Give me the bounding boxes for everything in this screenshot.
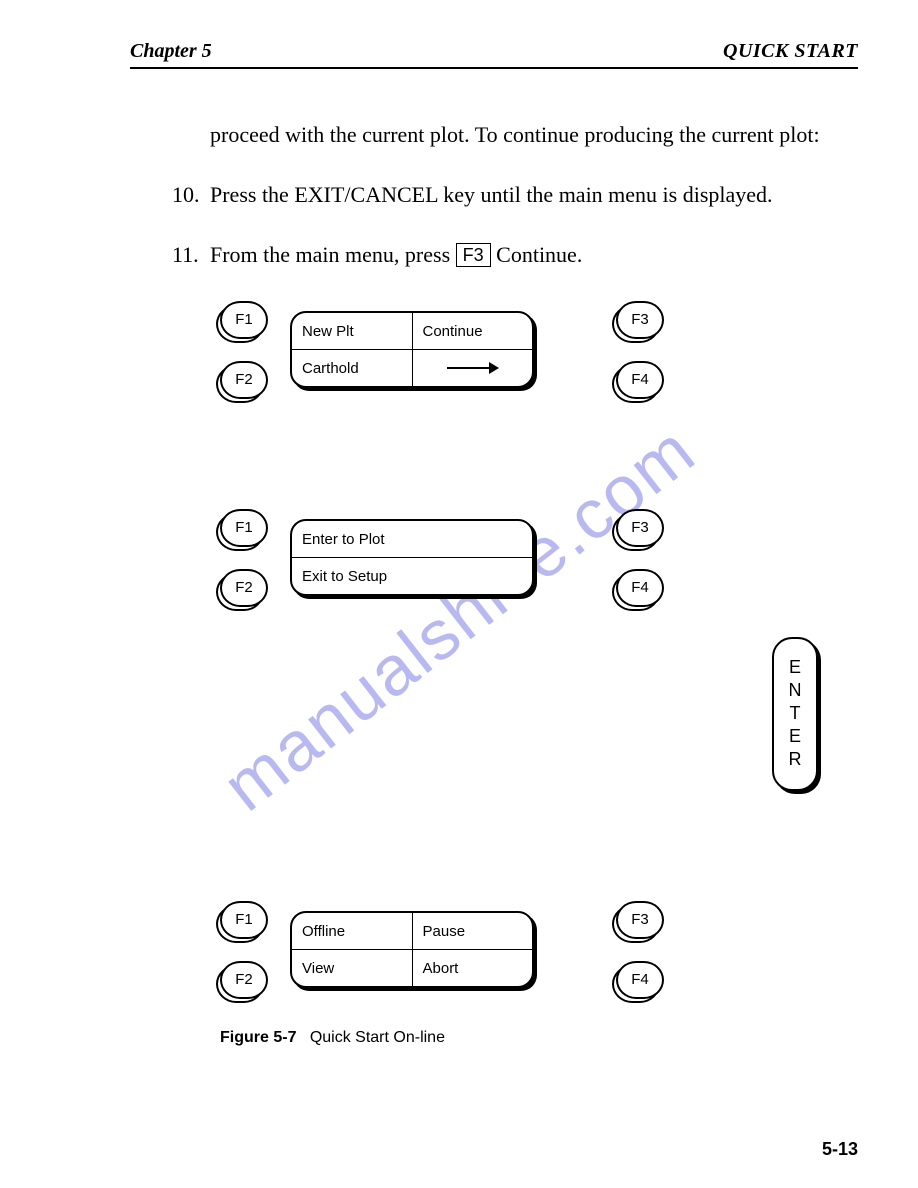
fkey-f4[interactable]: F4: [616, 361, 664, 399]
step-text: From the main menu, press F3 Continue.: [210, 239, 858, 271]
lcd-panel-1: F1 F2 New Plt Continue Carthold F3 F4: [220, 301, 858, 399]
lcd-row: Carthold: [292, 349, 532, 386]
figure-label: Figure 5-7: [220, 1029, 296, 1046]
fkeys-left: F1 F2: [220, 901, 268, 999]
panel-row: F1 F2 New Plt Continue Carthold F3 F4: [220, 301, 858, 399]
enter-letter: N: [789, 680, 802, 701]
lcd-panel-3: F1 F2 Offline Pause View Abort F3 F4: [220, 901, 858, 999]
step-text-before: From the main menu, press: [210, 242, 456, 267]
lcd-row: New Plt Continue: [292, 313, 532, 349]
fkey-f4[interactable]: F4: [616, 569, 664, 607]
fkeys-right: F3 F4: [616, 509, 664, 607]
enter-key-block: E N T E R: [220, 637, 858, 791]
figure-caption: Figure 5-7 Quick Start On-line: [220, 1029, 858, 1047]
lcd-cell: Abort: [412, 950, 533, 986]
fkeys-right: F3 F4: [616, 301, 664, 399]
fkey-f2[interactable]: F2: [220, 961, 268, 999]
fkey-f2[interactable]: F2: [220, 569, 268, 607]
arrow-right-icon: [447, 367, 497, 369]
enter-letter: T: [790, 703, 801, 724]
panel-row: F1 F2 Enter to Plot Exit to Setup F3 F4: [220, 509, 858, 607]
enter-key[interactable]: E N T E R: [772, 637, 818, 791]
lcd-cell: Pause: [412, 913, 533, 949]
fkeys-right: F3 F4: [616, 901, 664, 999]
step-text: Press the EXIT/CANCEL key until the main…: [210, 179, 858, 211]
fkey-f2[interactable]: F2: [220, 361, 268, 399]
lcd-cell: Continue: [412, 313, 533, 349]
lcd-screen: Enter to Plot Exit to Setup: [290, 519, 534, 596]
step-number: 11.: [172, 239, 210, 271]
fkey-f3[interactable]: F3: [616, 301, 664, 339]
enter-letter: E: [789, 657, 801, 678]
panel-row: F1 F2 Offline Pause View Abort F3 F4: [220, 901, 858, 999]
chapter-label: Chapter 5: [130, 40, 212, 63]
fkeys-left: F1 F2: [220, 301, 268, 399]
lcd-screen: Offline Pause View Abort: [290, 911, 534, 988]
page-header: Chapter 5 QUICK START: [130, 40, 858, 69]
fkey-f1[interactable]: F1: [220, 301, 268, 339]
lcd-row: View Abort: [292, 949, 532, 986]
enter-letter: R: [789, 749, 802, 770]
fkey-f3[interactable]: F3: [616, 509, 664, 547]
page: manualshive.com Chapter 5 QUICK START pr…: [0, 0, 918, 1188]
lcd-row: Offline Pause: [292, 913, 532, 949]
fkey-f1[interactable]: F1: [220, 509, 268, 547]
lcd-cell: Exit to Setup: [292, 558, 532, 594]
step-10: 10. Press the EXIT/CANCEL key until the …: [172, 179, 858, 211]
keycap-f3: F3: [456, 243, 491, 267]
lcd-cell: Carthold: [292, 350, 412, 386]
lcd-cell: View: [292, 950, 412, 986]
lcd-row: Exit to Setup: [292, 557, 532, 594]
step-11: 11. From the main menu, press F3 Continu…: [172, 239, 858, 271]
section-title: QUICK START: [723, 40, 858, 63]
lcd-cell-arrow: [412, 350, 533, 386]
page-number: 5-13: [822, 1139, 858, 1160]
fkey-f1[interactable]: F1: [220, 901, 268, 939]
fkey-f4[interactable]: F4: [616, 961, 664, 999]
lcd-row: Enter to Plot: [292, 521, 532, 557]
lcd-panel-2: F1 F2 Enter to Plot Exit to Setup F3 F4: [220, 509, 858, 607]
fkey-f3[interactable]: F3: [616, 901, 664, 939]
lcd-cell: Enter to Plot: [292, 521, 532, 557]
intro-paragraph: proceed with the current plot. To contin…: [210, 119, 858, 151]
lcd-cell: New Plt: [292, 313, 412, 349]
step-text-after: Continue.: [496, 242, 582, 267]
step-number: 10.: [172, 179, 210, 211]
figure-text: Quick Start On-line: [310, 1029, 445, 1046]
fkeys-left: F1 F2: [220, 509, 268, 607]
lcd-cell: Offline: [292, 913, 412, 949]
enter-letter: E: [789, 726, 801, 747]
lcd-screen: New Plt Continue Carthold: [290, 311, 534, 388]
